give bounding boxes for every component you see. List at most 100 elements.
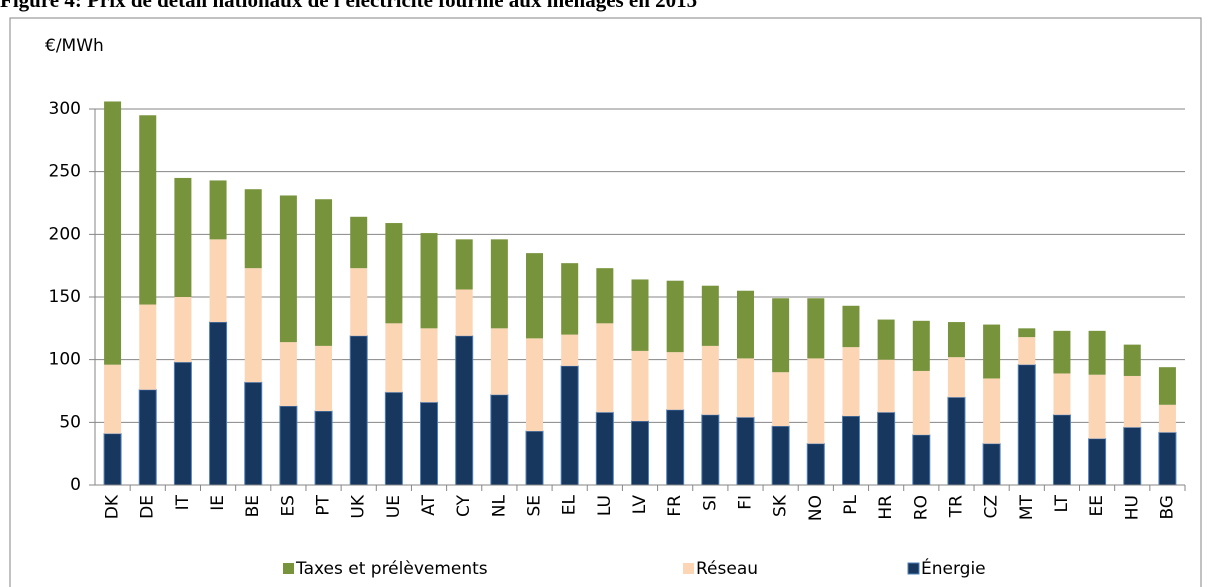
bar-segment: [174, 177, 192, 297]
bar-segment: [596, 323, 614, 413]
x-tick-label: HU: [1122, 495, 1142, 520]
x-tick-label: PT: [314, 494, 334, 515]
bar-segment: [420, 233, 438, 329]
bar-segment: [912, 320, 930, 371]
y-tick-label: 300: [49, 99, 81, 119]
bar-segment: [490, 394, 509, 486]
legend-label: Énergie: [921, 557, 986, 579]
bar-segment: [982, 443, 1001, 486]
bar-segment: [877, 411, 896, 486]
bar-segment: [385, 323, 403, 393]
chart-border: [9, 17, 1202, 587]
x-tick-label: HR: [876, 495, 896, 520]
x-tick-label: TR: [946, 495, 966, 518]
y-axis-label: €/MWh: [45, 36, 104, 56]
x-tick-label: BG: [1157, 495, 1177, 520]
bar-segment: [947, 396, 966, 486]
x-tick-label: LV: [630, 495, 650, 515]
bar-segment: [455, 289, 473, 336]
bar-segment: [279, 195, 297, 343]
bar-segment: [315, 345, 333, 412]
bar-segment: [1123, 426, 1142, 486]
bar-segment: [104, 101, 122, 365]
bar-segment: [1017, 364, 1036, 486]
bar-segment: [772, 298, 790, 373]
bar-segment: [1158, 367, 1176, 405]
bar-segment: [701, 285, 719, 346]
x-tick-label: SE: [525, 495, 545, 517]
x-tick-label: DE: [138, 495, 158, 519]
bar-segment: [1158, 404, 1176, 433]
bar-segment: [771, 425, 790, 486]
bar-segment: [104, 364, 122, 434]
x-tick-label: NO: [806, 495, 826, 521]
bar-segment: [138, 389, 157, 486]
bar-segment: [666, 409, 685, 486]
bar-segment: [350, 216, 368, 269]
bar-segment: [1088, 374, 1106, 439]
bar-segment: [561, 334, 579, 366]
bar-segment: [173, 361, 192, 486]
x-tick-label: EL: [560, 494, 580, 515]
x-tick-label: NL: [489, 494, 509, 517]
bar-segment: [455, 239, 473, 290]
bar-segment: [807, 358, 825, 444]
bar-segment: [842, 305, 860, 348]
bar-segment: [912, 434, 931, 486]
x-tick-label: RO: [911, 495, 931, 520]
x-tick-label: DK: [103, 494, 123, 519]
bar-segment: [490, 328, 508, 395]
bar-segment: [174, 297, 192, 363]
x-tick-label: SK: [771, 494, 791, 517]
bar-segment: [701, 345, 719, 415]
bar-segment: [103, 433, 122, 486]
bar-segment: [631, 420, 649, 486]
x-tick-label: CZ: [982, 495, 1002, 519]
bar-segment: [877, 359, 895, 413]
bar-segment: [772, 372, 790, 427]
y-tick-label: 50: [59, 412, 81, 432]
x-tick-label: FI: [735, 495, 755, 510]
x-tick-label: CY: [454, 494, 474, 517]
bar-segment: [420, 401, 439, 486]
bar-segment: [315, 199, 333, 346]
bar-segment: [1052, 414, 1071, 486]
bar-segment: [983, 324, 1001, 379]
bar-segment: [490, 239, 508, 329]
x-tick-label: LT: [1052, 494, 1072, 512]
bar-segment: [455, 335, 474, 486]
y-tick-label: 100: [49, 350, 81, 370]
x-tick-label: LU: [595, 495, 615, 516]
bar-segment: [139, 304, 157, 390]
y-tick-label: 0: [70, 475, 81, 495]
bar-segment: [631, 350, 649, 422]
x-tick-label: ES: [278, 495, 298, 517]
y-tick-label: 150: [49, 287, 81, 307]
bar-segment: [526, 253, 544, 339]
bar-segment: [244, 189, 262, 269]
bar-segment: [244, 268, 262, 383]
bar-segment: [1018, 328, 1036, 338]
x-tick-label: SI: [700, 495, 720, 511]
bar-segment: [279, 405, 298, 486]
legend-label: Réseau: [696, 559, 758, 579]
x-tick-label: IT: [173, 494, 193, 510]
bar-segment: [244, 381, 263, 486]
bar-segment: [385, 223, 403, 324]
bar-segment: [807, 298, 825, 359]
y-tick-label: 250: [49, 162, 81, 182]
bar-segment: [666, 280, 684, 353]
bar-segment: [912, 370, 930, 435]
bar-segment: [384, 391, 403, 486]
x-tick-label: UK: [349, 494, 369, 518]
bar-segment: [736, 290, 754, 359]
bar-segment: [806, 443, 825, 486]
bar-segment: [209, 180, 227, 240]
bar-segment: [666, 352, 684, 410]
bar-segment: [279, 342, 297, 407]
x-tick-label: BE: [243, 495, 263, 517]
bar-segment: [842, 347, 860, 417]
y-tick-label: 200: [49, 224, 81, 244]
bar-segment: [209, 239, 227, 323]
